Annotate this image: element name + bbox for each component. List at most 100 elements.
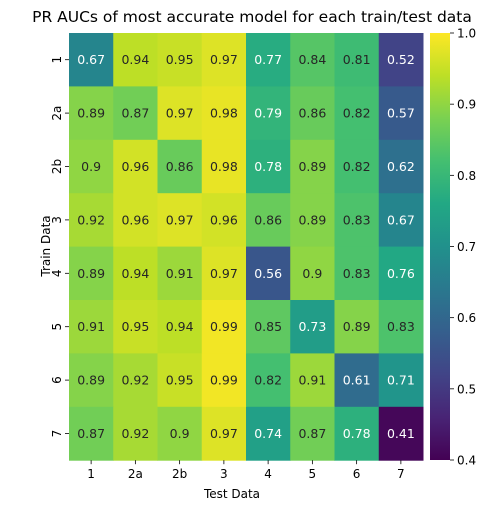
heatmap-cell-5-7 bbox=[378, 300, 424, 354]
heatmap-cell-5-4 bbox=[246, 300, 291, 354]
cell-value-label: 0.67 bbox=[387, 212, 415, 227]
y-tick-label: 1 bbox=[50, 56, 64, 64]
cell-value-label: 0.89 bbox=[298, 212, 326, 227]
cell-value-label: 0.94 bbox=[121, 52, 149, 67]
heatmap-cell-7-2b bbox=[157, 406, 203, 461]
heatmap-cell-2b-4 bbox=[246, 139, 291, 194]
heatmap-cell-3-5 bbox=[290, 193, 335, 248]
heatmap-cell-3-2a bbox=[113, 193, 158, 248]
colorbar-tick-label: 0.5 bbox=[457, 382, 476, 396]
heatmap-cell-2a-1 bbox=[69, 86, 114, 141]
heatmap-cell-4-4 bbox=[246, 246, 291, 301]
x-tick-label: 6 bbox=[353, 467, 361, 481]
heatmap-cell-7-7 bbox=[378, 406, 424, 461]
cell-value-label: 0.9 bbox=[81, 159, 101, 174]
heatmap-cells: 0.67 0.94 0.95 0.97 0.77 0.84 0.81 0.52 0.89 0.87… bbox=[69, 33, 424, 461]
heatmap-cell-2a-4 bbox=[246, 86, 291, 141]
heatmap-cell-1-5 bbox=[290, 33, 335, 87]
heatmap-cell-1-3 bbox=[201, 33, 247, 87]
cell-value-label: 0.92 bbox=[121, 426, 149, 441]
cell-value-label: 0.41 bbox=[387, 426, 415, 441]
cell-value-label: 0.97 bbox=[210, 266, 238, 281]
heatmap-cell-5-3 bbox=[201, 300, 247, 354]
heatmap-cell-7-2a bbox=[113, 406, 158, 461]
cell-value-label: 0.97 bbox=[166, 212, 194, 227]
cell-value-label: 0.9 bbox=[170, 426, 190, 441]
x-axis-label: Test Data bbox=[203, 487, 260, 501]
cell-value-label: 0.99 bbox=[210, 319, 238, 334]
heatmap-cell-6-7 bbox=[378, 353, 424, 408]
x-tick-label: 2b bbox=[172, 467, 187, 481]
heatmap-cell-4-6 bbox=[334, 246, 380, 301]
heatmap-cell-4-1 bbox=[69, 246, 114, 301]
cell-value-label: 0.57 bbox=[387, 106, 415, 121]
chart-title: PR AUCs of most accurate model for each … bbox=[32, 8, 472, 26]
x-tick-label: 3 bbox=[220, 467, 228, 481]
cell-value-label: 0.99 bbox=[210, 373, 238, 388]
cell-value-label: 0.96 bbox=[210, 212, 238, 227]
heatmap-cell-2b-2a bbox=[113, 139, 158, 194]
cell-value-label: 0.71 bbox=[387, 373, 415, 388]
cell-value-label: 0.77 bbox=[254, 52, 282, 67]
heatmap-cell-3-4 bbox=[246, 193, 291, 248]
colorbar-tick-label: 0.8 bbox=[457, 169, 476, 183]
colorbar-tick-label: 0.6 bbox=[457, 311, 476, 325]
cell-value-label: 0.73 bbox=[298, 319, 326, 334]
heatmap-cell-1-1 bbox=[69, 33, 114, 87]
cell-value-label: 0.92 bbox=[121, 373, 149, 388]
cell-value-label: 0.76 bbox=[387, 266, 415, 281]
heatmap-cell-2a-5 bbox=[290, 86, 335, 141]
heatmap-cell-5-1 bbox=[69, 300, 114, 354]
heatmap-cell-2b-6 bbox=[334, 139, 380, 194]
cell-value-label: 0.84 bbox=[298, 52, 326, 67]
cell-value-label: 0.82 bbox=[254, 373, 282, 388]
cell-value-label: 0.81 bbox=[343, 52, 371, 67]
heatmap-cell-5-5 bbox=[290, 300, 335, 354]
cell-value-label: 0.62 bbox=[387, 159, 415, 174]
heatmap-cell-2b-2b bbox=[157, 139, 203, 194]
cell-value-label: 0.96 bbox=[121, 159, 149, 174]
cell-value-label: 0.89 bbox=[343, 319, 371, 334]
heatmap-cell-2a-7 bbox=[378, 86, 424, 141]
cell-value-label: 0.86 bbox=[166, 159, 194, 174]
heatmap-cell-4-2b bbox=[157, 246, 203, 301]
cell-value-label: 0.95 bbox=[166, 52, 194, 67]
cell-value-label: 0.78 bbox=[254, 159, 282, 174]
cell-value-label: 0.94 bbox=[121, 266, 149, 281]
heatmap-cell-2b-7 bbox=[378, 139, 424, 194]
cell-value-label: 0.95 bbox=[166, 373, 194, 388]
heatmap-cell-5-2b bbox=[157, 300, 203, 354]
colorbar-ticks: 0.4 0.5 0.6 0.7 0.8 0.9 1.0 bbox=[450, 27, 476, 468]
cell-value-label: 0.83 bbox=[387, 319, 415, 334]
heatmap-cell-1-4 bbox=[246, 33, 291, 87]
heatmap-cell-1-6 bbox=[334, 33, 380, 87]
x-tick-label: 1 bbox=[87, 467, 95, 481]
heatmap-cell-6-2a bbox=[113, 353, 158, 408]
cell-value-label: 0.83 bbox=[343, 212, 371, 227]
heatmap-cell-7-5 bbox=[290, 406, 335, 461]
colorbar-tick-label: 0.4 bbox=[457, 454, 476, 468]
heatmap-cell-1-2b bbox=[157, 33, 203, 87]
cell-value-label: 0.67 bbox=[77, 52, 105, 67]
cell-value-label: 0.94 bbox=[166, 319, 194, 334]
cell-value-label: 0.87 bbox=[298, 426, 326, 441]
heatmap-cell-3-1 bbox=[69, 193, 114, 248]
heatmap-cell-3-6 bbox=[334, 193, 380, 248]
cell-value-label: 0.82 bbox=[343, 159, 371, 174]
heatmap-cell-7-6 bbox=[334, 406, 380, 461]
heatmap-cell-4-3 bbox=[201, 246, 247, 301]
y-tick-label: 2b bbox=[50, 159, 64, 174]
cell-value-label: 0.86 bbox=[254, 212, 282, 227]
heatmap-cell-5-6 bbox=[334, 300, 380, 354]
cell-value-label: 0.56 bbox=[254, 266, 282, 281]
cell-value-label: 0.91 bbox=[166, 266, 194, 281]
x-axis-ticks: 1 2a 2b 3 4 5 6 7 bbox=[87, 460, 405, 481]
cell-value-label: 0.89 bbox=[77, 106, 105, 121]
cell-value-label: 0.79 bbox=[254, 106, 282, 121]
heatmap-cell-2a-2b bbox=[157, 86, 203, 141]
cell-value-label: 0.96 bbox=[121, 212, 149, 227]
heatmap-cell-5-2a bbox=[113, 300, 158, 354]
y-tick-label: 2a bbox=[50, 106, 64, 121]
heatmap-cell-7-1 bbox=[69, 406, 114, 461]
cell-value-label: 0.61 bbox=[343, 373, 371, 388]
